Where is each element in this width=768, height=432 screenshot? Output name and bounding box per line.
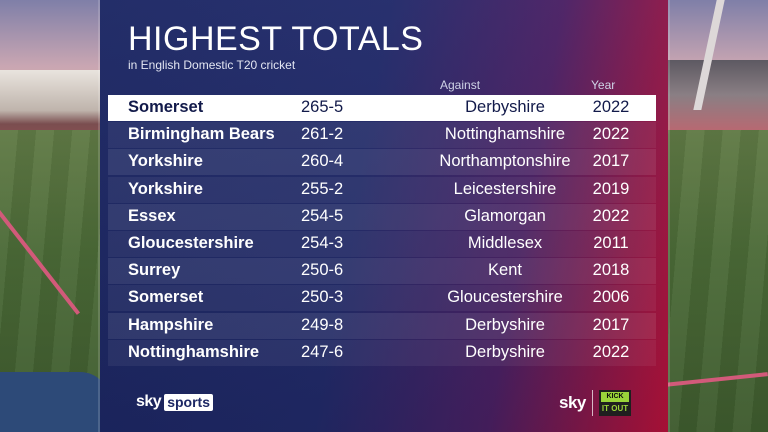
year: 2022 bbox=[592, 342, 630, 361]
team-name: Somerset bbox=[128, 98, 204, 116]
team-name: Somerset bbox=[128, 288, 204, 307]
table-row: Hampshire 249-8 Derbyshire 2017 bbox=[108, 312, 656, 339]
table-row: Gloucestershire 254-3 Middlesex 2011 bbox=[108, 230, 656, 257]
kick-it-out-logo: KICK IT OUT bbox=[599, 390, 631, 416]
year: 2017 bbox=[592, 315, 630, 334]
table-row: Birmingham Bears 261-2 Nottinghamshire 2… bbox=[108, 122, 656, 149]
score: 261-2 bbox=[301, 125, 344, 144]
sky-sports-logo: sky sports bbox=[136, 393, 213, 411]
opponent: Derbyshire bbox=[465, 98, 545, 116]
opponent: Gloucestershire bbox=[447, 288, 563, 307]
opponent: Derbyshire bbox=[465, 315, 545, 334]
team-name: Hampshire bbox=[128, 315, 214, 334]
kick-it-out-logo-bottom: IT OUT bbox=[601, 404, 629, 413]
year: 2018 bbox=[592, 261, 630, 280]
table-row: Surrey 250-6 Kent 2018 bbox=[108, 258, 656, 285]
totals-table: Somerset 265-5 Derbyshire 2022 Birmingha… bbox=[108, 95, 656, 367]
kick-it-out-logo-top: KICK bbox=[601, 392, 629, 402]
opponent: Derbyshire bbox=[465, 342, 545, 361]
panel-subtitle: in English Domestic T20 cricket bbox=[128, 58, 296, 72]
score: 254-5 bbox=[301, 206, 344, 225]
team-name: Essex bbox=[128, 206, 176, 225]
score: 255-2 bbox=[301, 179, 344, 198]
table-row: Somerset 250-3 Gloucestershire 2006 bbox=[108, 285, 656, 312]
score: 265-5 bbox=[301, 98, 344, 116]
sky-logo: sky bbox=[559, 393, 586, 412]
score: 249-8 bbox=[301, 315, 344, 334]
team-name: Yorkshire bbox=[128, 179, 203, 198]
table-row: Essex 254-5 Glamorgan 2022 bbox=[108, 203, 656, 230]
score: 250-6 bbox=[301, 261, 344, 280]
opponent: Middlesex bbox=[467, 233, 543, 252]
team-name: Nottinghamshire bbox=[128, 342, 260, 361]
table-row: Yorkshire 260-4 Northamptonshire 2017 bbox=[108, 149, 656, 176]
team-name: Yorkshire bbox=[128, 152, 203, 171]
panel-title: HIGHEST TOTALS bbox=[128, 20, 424, 58]
column-header-year: Year bbox=[591, 78, 616, 92]
right-stand bbox=[658, 60, 768, 130]
table-row: Yorkshire 255-2 Leicestershire 2019 bbox=[108, 176, 656, 203]
year: 2006 bbox=[592, 288, 630, 307]
team-name: Surrey bbox=[128, 261, 181, 280]
opponent: Northamptonshire bbox=[439, 152, 571, 171]
score: 254-3 bbox=[301, 233, 344, 252]
pitch-cover bbox=[0, 372, 110, 432]
year: 2022 bbox=[592, 98, 630, 116]
year: 2022 bbox=[592, 206, 630, 225]
score: 247-6 bbox=[301, 342, 344, 361]
table-row: Somerset 265-5 Derbyshire 2022 bbox=[108, 95, 656, 121]
year: 2022 bbox=[592, 125, 630, 144]
year: 2011 bbox=[593, 233, 629, 252]
opponent: Leicestershire bbox=[453, 179, 557, 198]
opponent: Kent bbox=[488, 261, 522, 280]
year: 2017 bbox=[592, 152, 630, 171]
team-name: Birmingham Bears bbox=[128, 125, 275, 144]
sky-sports-logo-sky: sky bbox=[136, 393, 162, 410]
opponent: Nottinghamshire bbox=[444, 125, 566, 144]
year: 2019 bbox=[592, 179, 630, 198]
logo-divider bbox=[592, 390, 593, 416]
team-name: Gloucestershire bbox=[128, 233, 254, 252]
table-row: Nottinghamshire 247-6 Derbyshire 2022 bbox=[108, 339, 656, 366]
score: 260-4 bbox=[301, 152, 344, 171]
opponent: Glamorgan bbox=[464, 206, 546, 225]
stats-panel: HIGHEST TOTALS in English Domestic T20 c… bbox=[100, 0, 668, 432]
sky-sports-logo-sports: sports bbox=[164, 393, 213, 411]
column-header-against: Against bbox=[440, 78, 481, 92]
score: 250-3 bbox=[301, 288, 344, 307]
